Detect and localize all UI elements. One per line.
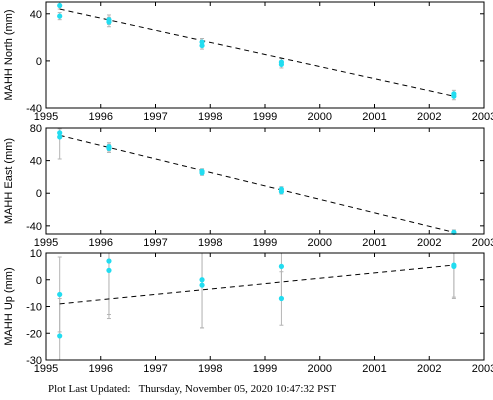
y-tick-label: 10 [30,248,42,260]
data-point [199,42,205,49]
data-point [278,189,285,195]
data-point [57,134,63,140]
y-tick-label: 80 [30,123,42,135]
x-tick-label: 2003 [472,111,493,123]
y-tick-label: -30 [26,355,42,367]
plot-frame [45,127,485,235]
x-tick-label: 1997 [143,237,167,249]
data-point [57,333,63,339]
x-tick-label: 1995 [34,237,58,249]
data-point [57,291,63,298]
data-point [451,93,457,99]
footer-label: Plot Last Updated: [48,383,131,395]
y-tick-label: -40 [26,221,42,233]
y-tick-label: 0 [36,188,42,200]
data-point [199,277,205,283]
trend-line [59,8,454,97]
trend-line [59,134,455,233]
y-tick-label: -10 [26,302,42,314]
x-tick-label: 2002 [417,237,441,249]
data-point [199,282,205,288]
data-point [57,130,63,136]
x-tick-label: 1997 [143,111,167,123]
y-tick-label: 0 [36,56,42,68]
data-point [451,263,457,269]
data-point [106,19,112,25]
data-point [278,61,285,68]
y-tick-label: -20 [26,328,42,340]
plot-frame [45,252,485,361]
y-tick-label: -40 [26,103,42,115]
x-tick-label: 1999 [253,363,277,375]
data-point [278,263,285,269]
x-tick-label: 1996 [89,237,113,249]
x-tick-label: 1997 [143,363,167,375]
x-tick-label: 2000 [308,237,332,249]
x-tick-label: 1998 [198,111,222,123]
x-tick-label: 1995 [34,111,58,123]
x-tick-label: 2000 [308,363,332,375]
x-tick-label: 1999 [253,111,277,123]
x-tick-label: 2000 [308,111,332,123]
plot-frame [45,1,485,109]
x-tick-label: 1995 [34,363,58,375]
data-point [57,13,63,19]
x-tick-label: 2003 [472,363,493,375]
x-tick-label: 1996 [89,111,113,123]
data-point [106,145,112,151]
data-point [199,170,205,176]
x-tick-label: 2003 [472,237,493,249]
y-tick-label: 40 [30,9,42,21]
data-point [106,258,112,264]
x-tick-label: 1996 [89,363,113,375]
y-axis-label: MAHH East (mm) [3,138,15,224]
data-point [278,295,285,302]
trend-line [59,264,454,305]
x-tick-label: 2001 [362,363,386,375]
y-tick-label: 40 [30,156,42,168]
x-tick-label: 1999 [253,237,277,249]
data-point [106,267,112,273]
x-tick-label: 2001 [362,111,386,123]
data-point [57,2,63,9]
y-axis-label: MAHH North (mm) [3,9,15,100]
x-tick-label: 2002 [417,111,441,123]
x-tick-label: 2002 [417,363,441,375]
x-tick-label: 1998 [198,363,222,375]
x-tick-label: 1998 [198,237,222,249]
x-tick-label: 2001 [362,237,386,249]
y-axis-label: MAHH Up (mm) [3,267,15,345]
y-tick-label: 0 [36,275,42,287]
footer: Plot Last Updated: Thursday, November 05… [48,383,336,395]
footer-timestamp: Thursday, November 05, 2020 10:47:32 PST [138,383,337,395]
